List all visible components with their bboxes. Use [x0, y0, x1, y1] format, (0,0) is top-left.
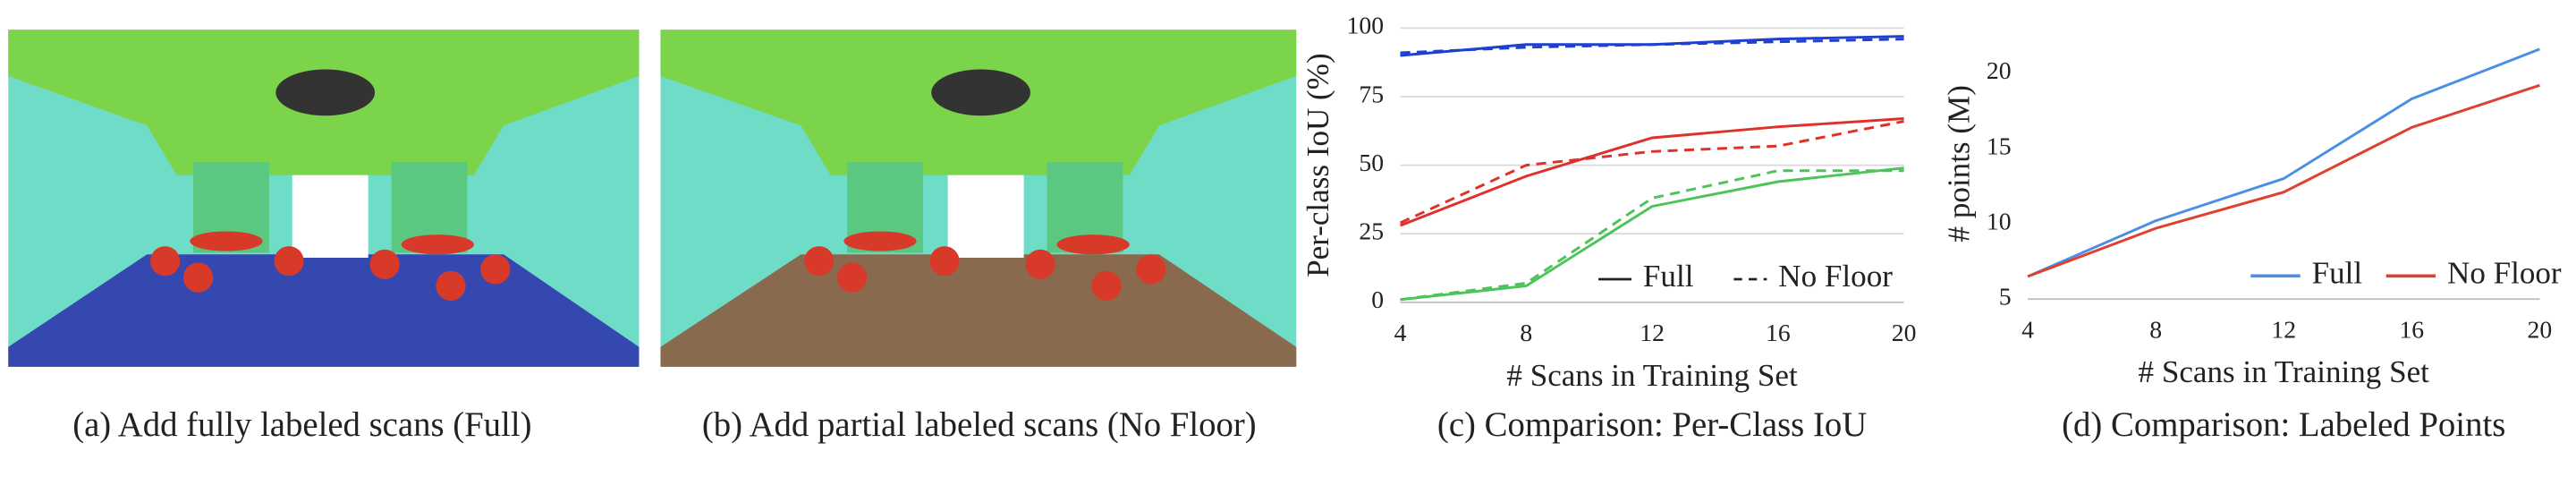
y-tick-label: 100	[1347, 12, 1385, 39]
line-series	[1400, 38, 1904, 55]
x-tick-label: 12	[2271, 315, 2296, 343]
legend-label: No Floor	[2447, 255, 2562, 290]
legend-label: Full	[2312, 255, 2363, 290]
y-tick-label: 15	[1987, 132, 2012, 159]
x-tick-label: 20	[2528, 315, 2553, 343]
x-tick-label: 4	[1394, 319, 1407, 346]
x-axis-title: # Scans in Training Set	[1506, 358, 1798, 393]
caption: (b) Add partial labeled scans (No Floor)	[702, 405, 1257, 444]
x-tick-label: 4	[2021, 315, 2034, 343]
line-series	[1400, 166, 1904, 302]
x-tick-label: 20	[1892, 319, 1917, 346]
line-series	[1399, 120, 1904, 225]
x-tick-label: 8	[2149, 315, 2162, 343]
y-tick-label: 25	[1359, 217, 1384, 245]
line-series	[1400, 169, 1904, 302]
line-series	[1400, 35, 1904, 57]
y-axis-title: # points (M)	[1941, 85, 1976, 242]
x-axis-title: # Scans in Training Set	[2139, 354, 2430, 389]
legend-label: No Floor	[1778, 259, 1893, 294]
line-series	[2027, 47, 2540, 278]
line-series	[2027, 83, 2540, 278]
y-tick-label: 5	[1999, 283, 2012, 311]
y-tick-label: 75	[1359, 80, 1384, 107]
x-tick-label: 8	[1520, 319, 1532, 346]
x-tick-label: 16	[1766, 319, 1791, 346]
x-tick-label: 16	[2399, 315, 2424, 343]
caption: (d) Comparison: Labeled Points	[2062, 405, 2505, 444]
x-tick-label: 12	[1640, 319, 1665, 346]
room-image-full	[8, 30, 640, 367]
y-tick-label: 10	[1987, 207, 2012, 234]
caption: (c) Comparison: Per-Class IoU	[1437, 405, 1867, 444]
y-tick-label: 20	[1987, 56, 2012, 84]
line-series	[1399, 117, 1904, 227]
caption: (a) Add fully labeled scans (Full)	[72, 405, 531, 444]
room-image-no-floor	[660, 30, 1297, 367]
y-tick-label: 50	[1359, 149, 1384, 176]
legend-label: Full	[1643, 259, 1694, 294]
y-axis-title: Per-class IoU (%)	[1301, 53, 1335, 277]
y-tick-label: 0	[1371, 285, 1384, 313]
